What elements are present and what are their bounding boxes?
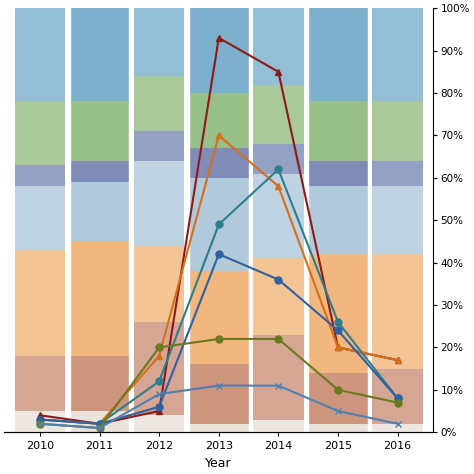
Bar [248, 258, 308, 335]
Bar [70, 356, 129, 411]
X-axis label: Year: Year [205, 457, 232, 470]
Bar [15, 186, 65, 250]
Bar [372, 8, 423, 101]
Bar [372, 254, 423, 369]
Bar [368, 8, 428, 101]
Bar [129, 246, 189, 322]
Bar [10, 250, 70, 356]
Bar [189, 178, 248, 271]
Bar [10, 356, 70, 411]
Bar [15, 356, 65, 411]
Bar [253, 335, 304, 419]
Bar [134, 246, 184, 322]
Bar [253, 173, 304, 258]
Bar [368, 8, 428, 432]
Bar [10, 165, 70, 186]
Bar [372, 101, 423, 161]
Bar [134, 322, 184, 415]
Bar [189, 365, 248, 424]
Bar [368, 254, 428, 369]
Bar [308, 101, 368, 161]
Bar [248, 173, 308, 258]
Bar [248, 144, 308, 173]
Bar [129, 415, 189, 432]
Bar [129, 161, 189, 246]
Bar [134, 131, 184, 161]
Bar [129, 8, 189, 432]
Bar [15, 101, 65, 165]
Bar [10, 101, 70, 165]
Bar [189, 424, 248, 432]
Bar [308, 254, 368, 373]
Bar [10, 186, 70, 250]
Bar [368, 424, 428, 432]
Bar [248, 84, 308, 144]
Bar [70, 182, 129, 241]
Bar [253, 84, 304, 144]
Bar [368, 161, 428, 186]
Bar [248, 8, 308, 84]
Bar [15, 250, 65, 356]
Bar [70, 8, 129, 101]
Bar [248, 8, 308, 432]
Bar [134, 8, 184, 76]
Bar [134, 415, 184, 432]
Bar [70, 241, 129, 356]
Bar [129, 131, 189, 161]
Bar [308, 161, 368, 186]
Bar [10, 8, 70, 432]
Bar [368, 101, 428, 161]
Bar [189, 148, 248, 178]
Bar [248, 419, 308, 432]
Bar [129, 76, 189, 131]
Bar [189, 8, 248, 93]
Bar [70, 161, 129, 182]
Bar [15, 165, 65, 186]
Bar [134, 76, 184, 131]
Bar [134, 161, 184, 246]
Bar [253, 144, 304, 173]
Bar [253, 258, 304, 335]
Bar [308, 8, 368, 101]
Bar [189, 93, 248, 148]
Bar [372, 186, 423, 254]
Bar [70, 101, 129, 161]
Bar [129, 8, 189, 76]
Bar [308, 186, 368, 254]
Bar [372, 424, 423, 432]
Bar [308, 373, 368, 424]
Bar [368, 186, 428, 254]
Bar [248, 335, 308, 419]
Bar [253, 8, 304, 84]
Bar [129, 322, 189, 415]
Bar [10, 8, 70, 101]
Bar [372, 369, 423, 424]
Bar [70, 411, 129, 432]
Bar [368, 369, 428, 424]
Bar [15, 8, 65, 101]
Bar [15, 411, 65, 432]
Bar [189, 271, 248, 365]
Bar [372, 161, 423, 186]
Bar [308, 424, 368, 432]
Bar [10, 411, 70, 432]
Bar [253, 419, 304, 432]
